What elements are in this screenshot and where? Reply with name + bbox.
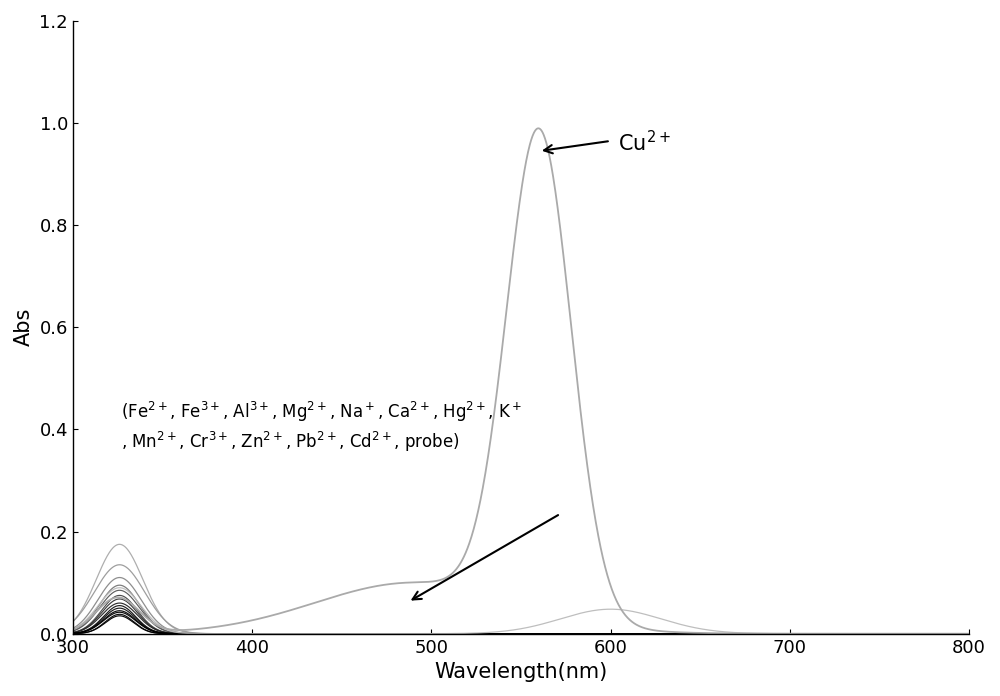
Y-axis label: Abs: Abs [14, 308, 34, 347]
Text: Cu$^{2+}$: Cu$^{2+}$ [618, 130, 671, 155]
Text: (Fe$^{2+}$, Fe$^{3+}$, Al$^{3+}$, Mg$^{2+}$, Na$^+$, Ca$^{2+}$, Hg$^{2+}$, K$^+$: (Fe$^{2+}$, Fe$^{3+}$, Al$^{3+}$, Mg$^{2… [121, 400, 523, 424]
Text: , Mn$^{2+}$, Cr$^{3+}$, Zn$^{2+}$, Pb$^{2+}$, Cd$^{2+}$, probe): , Mn$^{2+}$, Cr$^{3+}$, Zn$^{2+}$, Pb$^{… [121, 430, 460, 454]
X-axis label: Wavelength(nm): Wavelength(nm) [434, 662, 608, 682]
